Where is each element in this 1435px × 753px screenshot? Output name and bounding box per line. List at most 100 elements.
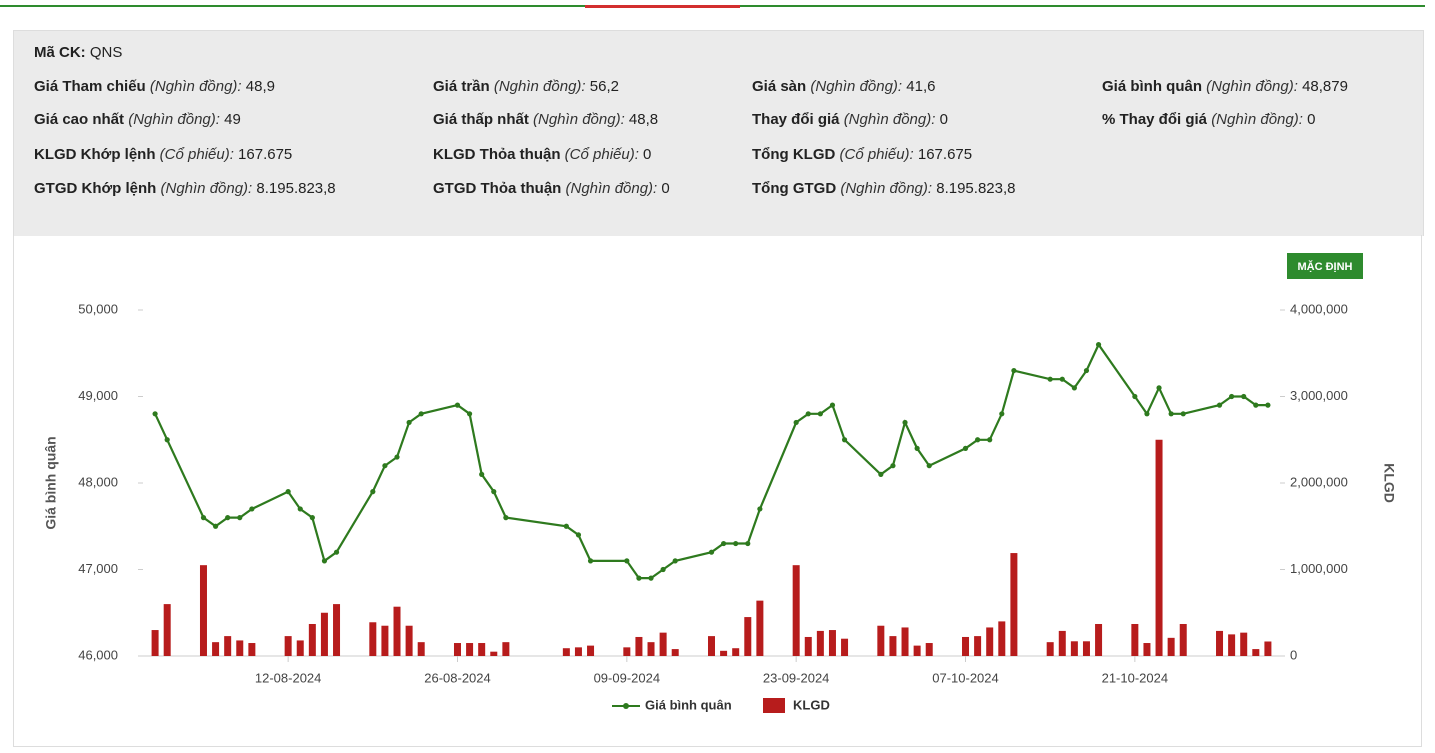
x-tick-label: 21-10-2024 <box>1102 670 1169 685</box>
info-unit: (Nghìn đồng): <box>565 180 658 197</box>
volume-bar <box>647 642 655 656</box>
volume-bar <box>1143 643 1151 656</box>
y-tick-label: 49,000 <box>78 388 118 403</box>
info-value: 0 <box>643 146 652 163</box>
info-value: 167.675 <box>917 146 973 163</box>
volume-bar <box>587 645 595 656</box>
y-axis-label: Giá bình quân <box>43 436 59 529</box>
info-label: Giá trần <box>433 78 490 95</box>
price-point <box>466 411 473 417</box>
price-point <box>648 575 654 581</box>
price-point <box>1144 411 1150 417</box>
price-point <box>1083 367 1090 374</box>
info-item: Giá trần (Nghìn đồng): 56,2 <box>433 78 619 95</box>
volume-bar <box>308 623 316 656</box>
volume-bar <box>756 600 764 656</box>
price-point <box>406 419 412 426</box>
volume-bar <box>732 648 740 656</box>
info-label: Giá Tham chiếu <box>34 78 146 95</box>
info-label: Giá sàn <box>752 78 807 95</box>
info-unit: (Cổ phiếu): <box>159 146 234 163</box>
price-point <box>563 523 569 529</box>
price-point <box>212 523 219 529</box>
price-point <box>745 540 751 547</box>
info-unit: (Nghìn đồng): <box>533 111 625 128</box>
volume-bar <box>623 647 631 656</box>
price-point <box>1180 411 1186 417</box>
volume-bar <box>320 612 328 656</box>
volume-bar <box>744 617 752 656</box>
default-button-label[interactable]: MẶC ĐỊNH <box>1298 260 1353 273</box>
volume-bar <box>913 645 921 656</box>
volume-bar <box>1179 623 1187 656</box>
volume-bar <box>901 627 909 656</box>
volume-bar <box>1058 630 1066 656</box>
x-tick-label: 12-08-2024 <box>255 670 322 685</box>
y-tick-label: 47,000 <box>78 561 118 576</box>
y2-tick-label: 1,000,000 <box>1290 561 1348 576</box>
x-tick-label: 09-09-2024 <box>594 670 661 685</box>
price-point <box>914 445 920 451</box>
price-point <box>708 549 715 555</box>
price-point <box>1011 367 1017 374</box>
price-point <box>418 411 424 417</box>
default-button[interactable] <box>1287 253 1363 279</box>
price-point <box>503 515 509 521</box>
info-item: Tổng GTGD (Nghìn đồng): 8.195.823,8 <box>752 180 1015 197</box>
price-point <box>926 463 932 469</box>
y2-tick-label: 0 <box>1290 647 1297 662</box>
info-value: 48,8 <box>628 111 659 128</box>
volume-bar <box>574 647 582 656</box>
y2-axis-label: KLGD <box>1381 463 1397 503</box>
info-unit: (Nghìn đồng): <box>1211 111 1303 128</box>
volume-bar <box>1082 641 1090 656</box>
volume-bar <box>199 565 207 656</box>
price-point <box>200 515 207 521</box>
volume-bar <box>236 640 244 656</box>
price-point <box>720 540 727 547</box>
info-item: Tổng KLGD (Cổ phiếu): 167.675 <box>752 146 972 163</box>
info-label: Tổng GTGD <box>752 180 837 197</box>
top-rule-active <box>585 5 740 8</box>
price-point <box>1071 385 1077 391</box>
volume-bar <box>417 642 425 656</box>
volume-bar <box>466 643 474 656</box>
volume-bar <box>1240 632 1248 656</box>
info-value: 167.675 <box>238 146 293 163</box>
volume-bar <box>1167 637 1175 656</box>
info-item: KLGD Thỏa thuận (Cổ phiếu): 0 <box>433 146 651 163</box>
volume-bar <box>1264 641 1272 656</box>
price-point <box>285 489 291 495</box>
volume-bar <box>224 636 232 656</box>
y2-tick-label: 2,000,000 <box>1290 474 1348 489</box>
volume-bar <box>1095 623 1103 656</box>
volume-bar <box>1155 439 1163 656</box>
price-point <box>454 402 461 408</box>
info-unit: (Nghìn đồng): <box>843 111 936 128</box>
info-item: Thay đổi giá (Nghìn đồng): 0 <box>752 111 948 128</box>
price-point <box>1059 376 1065 382</box>
y-tick-label: 48,000 <box>78 474 118 489</box>
volume-bar <box>1046 642 1054 656</box>
info-item: GTGD Thỏa thuận (Nghìn đồng): 0 <box>433 180 670 197</box>
volume-bar <box>925 643 933 656</box>
y2-tick-label: 4,000,000 <box>1290 301 1348 316</box>
price-point <box>1229 393 1235 400</box>
price-point <box>1253 402 1259 408</box>
volume-bar <box>816 630 824 656</box>
info-value: 0 <box>939 111 948 128</box>
price-point <box>902 419 908 426</box>
legend-dot <box>623 703 629 709</box>
volume-bar <box>296 640 304 656</box>
info-item: KLGD Khớp lệnh (Cổ phiếu): 167.675 <box>34 146 292 163</box>
price-point <box>297 506 303 512</box>
volume-bar <box>986 627 994 656</box>
info-item: % Thay đổi giá (Nghìn đồng): 0 <box>1102 111 1315 128</box>
volume-bar <box>1252 649 1260 656</box>
volume-bar <box>841 638 849 656</box>
info-label: Thay đổi giá <box>752 111 840 128</box>
info-value: 48,879 <box>1302 78 1348 95</box>
volume-bar <box>284 636 292 656</box>
info-unit: (Nghìn đồng): <box>810 78 903 95</box>
